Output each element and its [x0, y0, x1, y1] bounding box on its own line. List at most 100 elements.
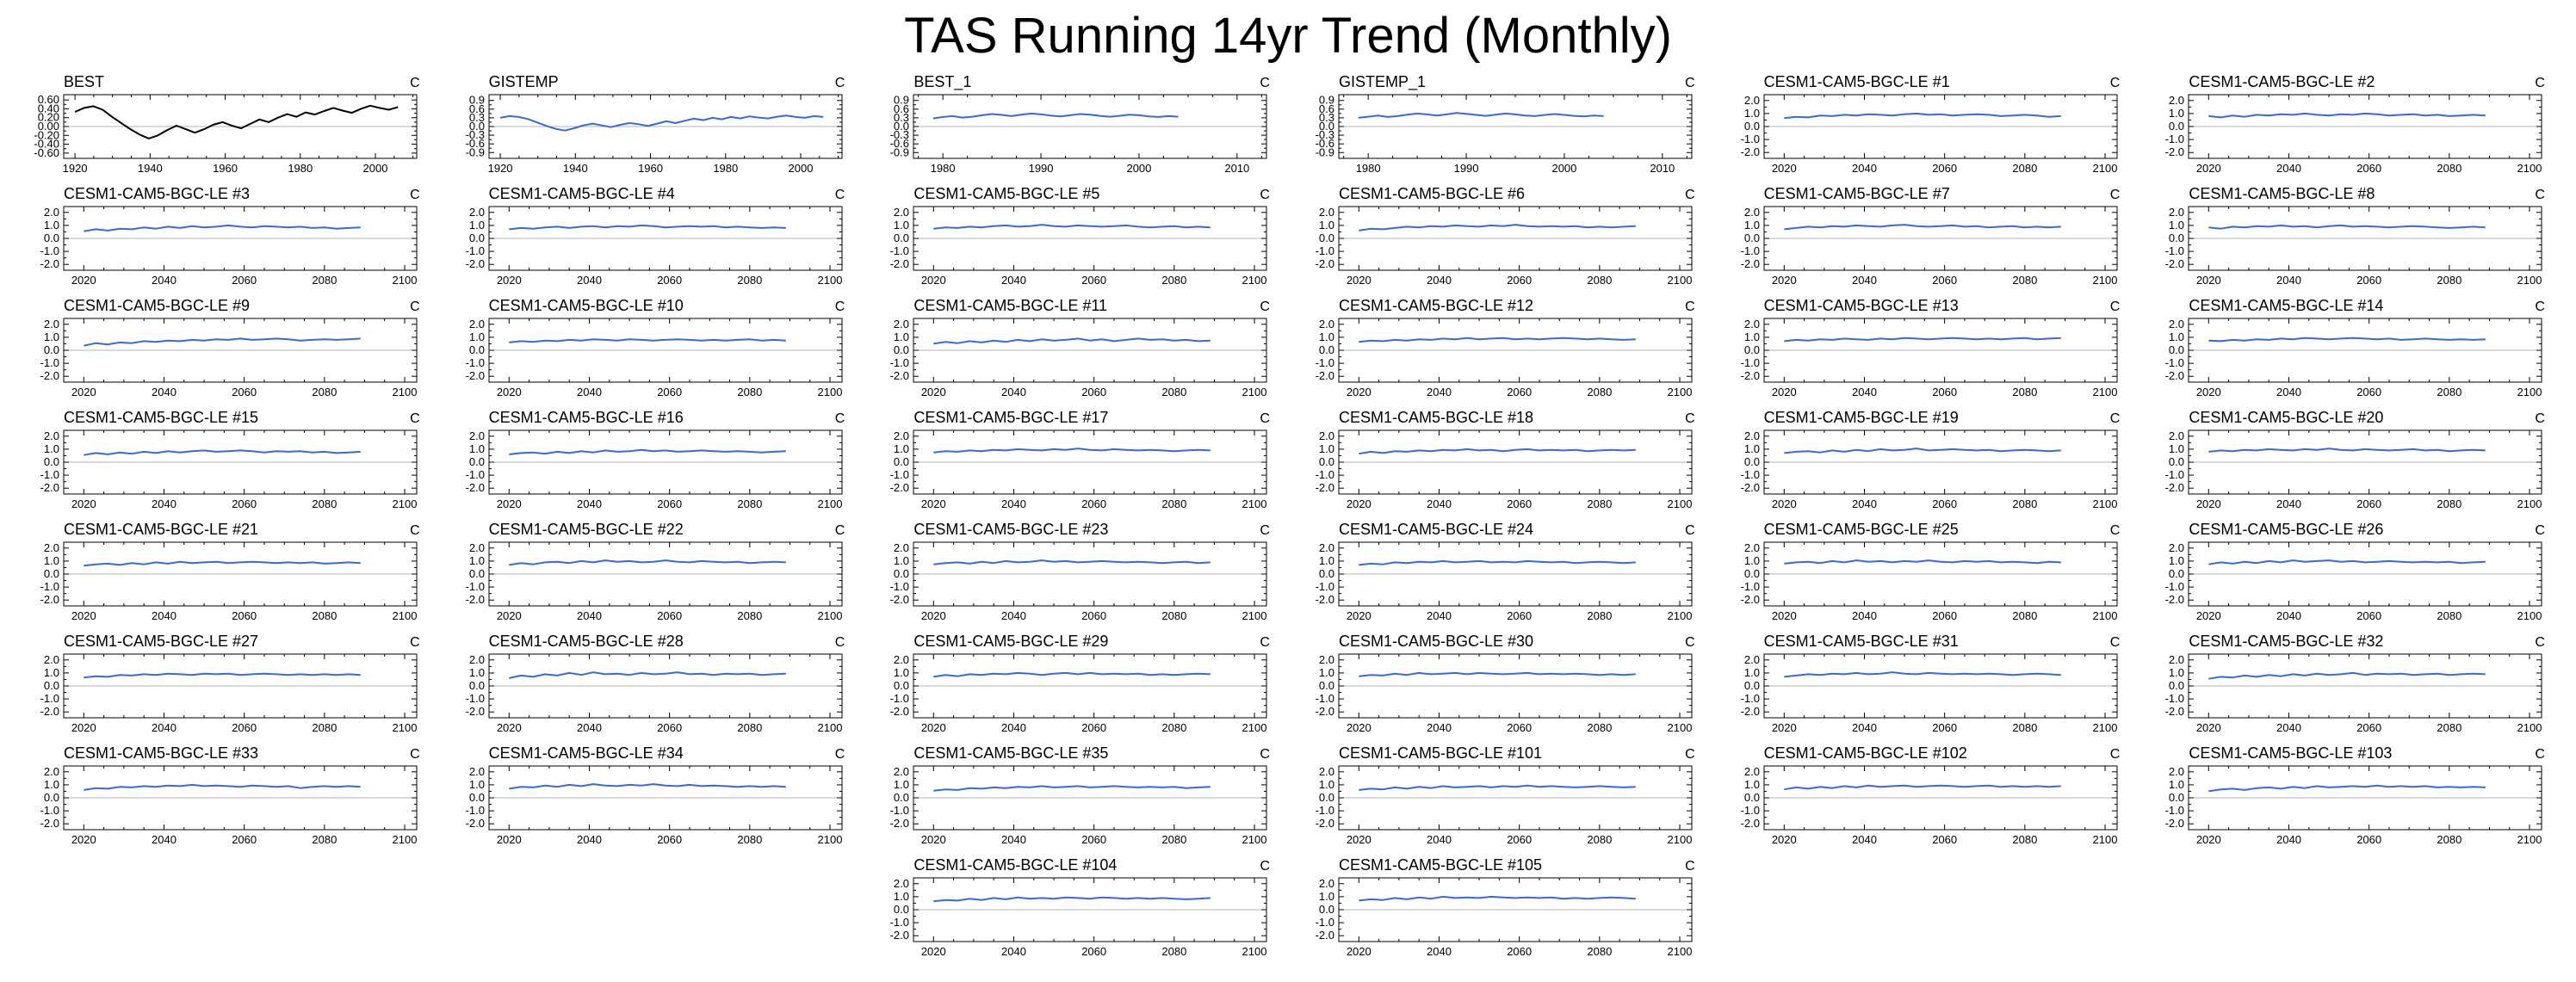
- panel-title: CESM1-CAM5-BGC-LE #15: [64, 409, 259, 426]
- x-tick-label: 2060: [2357, 274, 2382, 287]
- y-tick-label: -2.0: [1740, 257, 1759, 270]
- y-tick-label: 1.0: [2169, 219, 2184, 232]
- x-tick-label: 2040: [1001, 274, 1026, 287]
- trend-line: [508, 559, 786, 566]
- trend-line: [84, 224, 361, 232]
- y-tick-label: 0.0: [44, 232, 59, 244]
- x-tick-label: 2080: [2437, 274, 2462, 287]
- panel-plot: 2.01.00.0-1.0-2.0 2020 2040 2060 2080 2100: [890, 541, 1267, 622]
- panel-plot: 2.01.00.0-1.0-2.0 2020 2040 2060 2080 2100: [1316, 318, 1693, 398]
- panel-unit-label: C: [2109, 300, 2121, 314]
- y-tick-label: 2.0: [1319, 318, 1334, 330]
- panel-title: CESM1-CAM5-BGC-LE #27: [64, 633, 259, 650]
- y-tick-label: 1.0: [44, 554, 59, 567]
- x-tick-label: 2020: [2196, 274, 2221, 287]
- x-tick-label: 2060: [2357, 386, 2382, 398]
- y-tick-label: 0.0: [44, 455, 59, 468]
- x-tick-label: 1990: [1029, 162, 1054, 175]
- panel-header: CESM1-CAM5-BGC-LE #25 C: [1725, 521, 2127, 540]
- x-tick-label: 2100: [2517, 833, 2542, 846]
- x-tick-label: 2060: [2357, 497, 2382, 510]
- x-tick-label: 2100: [1668, 721, 1693, 734]
- x-tick-label: 2060: [1932, 497, 1957, 510]
- x-tick-label: 2080: [1162, 274, 1187, 287]
- panel-plot: 0.90.60.30.0-0.3-0.6-0.9 1980 1990 2000 2010: [890, 94, 1267, 175]
- x-tick-label: 2040: [1852, 721, 1877, 734]
- x-tick-label: 1960: [638, 162, 663, 175]
- y-tick-label: 0.0: [44, 679, 59, 692]
- panel-unit-label: C: [2535, 411, 2545, 426]
- y-tick-label: 0.00: [38, 120, 59, 133]
- panel-plot: 2.01.00.0-1.0-2.0 2020 2040 2060 2080 2100: [1740, 429, 2118, 510]
- x-tick-label: 2040: [577, 609, 602, 622]
- y-tick-label: -1.0: [465, 356, 484, 369]
- y-tick-label: 0.0: [469, 679, 485, 692]
- y-tick-label: 2.0: [894, 318, 909, 330]
- panel-unit-label: C: [410, 747, 420, 762]
- y-tick-label: 1.0: [1744, 666, 1760, 679]
- panel-unit-label: C: [2535, 523, 2545, 538]
- x-tick-label: 2080: [1587, 721, 1612, 734]
- y-tick-label: -2.0: [40, 593, 59, 606]
- y-tick-label: 0.0: [2169, 120, 2184, 133]
- x-tick-label: 2020: [1347, 386, 1372, 398]
- x-tick-label: 2080: [1587, 274, 1612, 287]
- panel-title: CESM1-CAM5-BGC-LE #25: [1763, 521, 1959, 538]
- x-tick-label: 2020: [496, 386, 521, 398]
- trend-line: [2208, 671, 2486, 680]
- panel-plot: 2.01.00.0-1.0-2.0 2020 2040 2060 2080 2100: [40, 765, 418, 846]
- chart-panel: CESM1-CAM5-BGC-LE #12 C 2.0 1.0 0.0 -1.0 -2.0 2…: [1299, 297, 1702, 404]
- x-tick-label: 2020: [921, 497, 946, 510]
- y-tick-label: 2.0: [469, 653, 485, 666]
- x-tick-label: 2100: [817, 274, 842, 287]
- panel-header: CESM1-CAM5-BGC-LE #24 C: [1299, 521, 1702, 540]
- y-tick-label: 1.0: [469, 778, 485, 791]
- y-tick-label: -1.0: [2165, 133, 2184, 145]
- panel-plot: 2.01.00.0-1.0-2.0 2020 2040 2060 2080 2100: [2165, 541, 2542, 622]
- panel-title: CESM1-CAM5-BGC-LE #9: [64, 297, 251, 314]
- trend-line: [2208, 337, 2486, 343]
- y-tick-label: -1.0: [1316, 580, 1334, 593]
- panel-plot: 2.01.00.0-1.0-2.0 2020 2040 2060 2080 2100: [1316, 765, 1693, 846]
- panel-unit-label: C: [1685, 859, 1695, 874]
- y-tick-label: -1.0: [1316, 916, 1334, 929]
- y-tick-label: 0.9: [469, 94, 485, 107]
- y-tick-label: 2.0: [1319, 765, 1334, 778]
- y-tick-label: 2.0: [1319, 206, 1334, 219]
- panel-title: CESM1-CAM5-BGC-LE #4: [488, 185, 675, 202]
- panel-header: CESM1-CAM5-BGC-LE #12 C: [1299, 297, 1702, 316]
- y-tick-label: -1.0: [890, 468, 909, 481]
- panel-plot: 2.01.00.0-1.0-2.0 2020 2040 2060 2080 2100: [1316, 429, 1693, 510]
- panel-header: CESM1-CAM5-BGC-LE #28 C: [449, 633, 852, 652]
- x-tick-label: 2020: [921, 833, 946, 846]
- y-tick-label: -2.0: [40, 817, 59, 830]
- chart-panel: CESM1-CAM5-BGC-LE #6 C 2.0 1.0 0.0 -1.0 -2.0 20…: [1299, 185, 1702, 292]
- x-tick-label: 2100: [393, 274, 418, 287]
- panel-header: CESM1-CAM5-BGC-LE #33 C: [24, 744, 427, 763]
- y-tick-label: -1.0: [890, 356, 909, 369]
- x-tick-label: 2020: [1347, 609, 1372, 622]
- y-tick-label: 1.0: [1319, 330, 1334, 343]
- chart-panel: CESM1-CAM5-BGC-LE #5 C 2.0 1.0 0.0 -1.0 -2.0 20…: [874, 185, 1277, 292]
- chart-panel: CESM1-CAM5-BGC-LE #19 C 2.0 1.0 0.0 -1.0 -2.0 2…: [1725, 409, 2127, 516]
- x-tick-label: 2100: [1242, 274, 1267, 287]
- panel-header: CESM1-CAM5-BGC-LE #27 C: [24, 633, 427, 652]
- panel-title: CESM1-CAM5-BGC-LE #33: [64, 744, 259, 762]
- y-tick-label: -2.0: [40, 369, 59, 382]
- x-tick-label: 2060: [1507, 274, 1532, 287]
- y-tick-label: 1.0: [894, 778, 909, 791]
- x-tick-label: 2000: [788, 162, 813, 175]
- y-tick-label: -2.0: [465, 593, 484, 606]
- y-tick-label: 0.0: [469, 567, 485, 580]
- y-tick-label: 0.0: [1319, 343, 1334, 356]
- y-tick-label: 2.0: [2169, 206, 2184, 219]
- x-tick-label: 2100: [2517, 609, 2542, 622]
- x-tick-label: 2100: [1668, 945, 1693, 958]
- x-tick-label: 2100: [817, 386, 842, 398]
- panel-plot: 2.01.00.0-1.0-2.0 2020 2040 2060 2080 2100: [1740, 653, 2118, 734]
- y-tick-label: 1.0: [1319, 442, 1334, 455]
- y-tick-label: -2.0: [2165, 817, 2184, 830]
- panel-header: CESM1-CAM5-BGC-LE #22 C: [449, 521, 852, 540]
- trend-line: [74, 104, 399, 139]
- panel-plot: 2.01.00.0-1.0-2.0 2020 2040 2060 2080 2100: [2165, 429, 2542, 510]
